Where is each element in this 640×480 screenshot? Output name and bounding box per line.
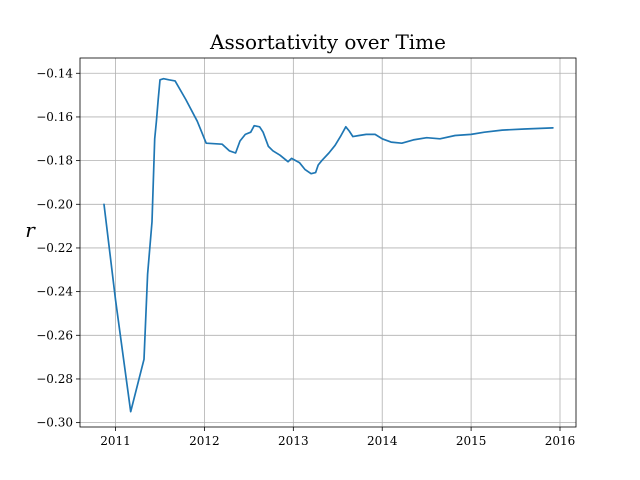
x-tick-label: 2013 bbox=[278, 434, 309, 448]
y-tick-label: −0.30 bbox=[36, 416, 73, 430]
plot-frame bbox=[79, 57, 577, 428]
y-tick-label: −0.28 bbox=[36, 372, 73, 386]
y-tick-label: −0.16 bbox=[36, 110, 73, 124]
series-line bbox=[103, 77, 554, 413]
y-tick-label: −0.24 bbox=[36, 285, 73, 299]
axis-ticks: 2011 2012 2013 2014 2015 2016 −0.14 −0.16 −0.18 −… bbox=[36, 66, 575, 448]
series-layer bbox=[103, 77, 554, 413]
chart-title: Assortativity over Time bbox=[209, 30, 446, 54]
x-tick-label: 2015 bbox=[456, 434, 487, 448]
grid-lines bbox=[80, 58, 576, 427]
y-axis-label: r bbox=[25, 218, 36, 242]
x-tick-label: 2012 bbox=[189, 434, 220, 448]
y-tick-label: −0.22 bbox=[36, 241, 73, 255]
x-tick-label: 2014 bbox=[367, 434, 398, 448]
y-tick-label: −0.18 bbox=[36, 154, 73, 168]
y-tick-label: −0.26 bbox=[36, 328, 73, 342]
y-tick-label: −0.20 bbox=[36, 197, 73, 211]
x-tick-label: 2016 bbox=[545, 434, 576, 448]
x-tick-label: 2011 bbox=[100, 434, 131, 448]
y-tick-label: −0.14 bbox=[36, 66, 73, 80]
